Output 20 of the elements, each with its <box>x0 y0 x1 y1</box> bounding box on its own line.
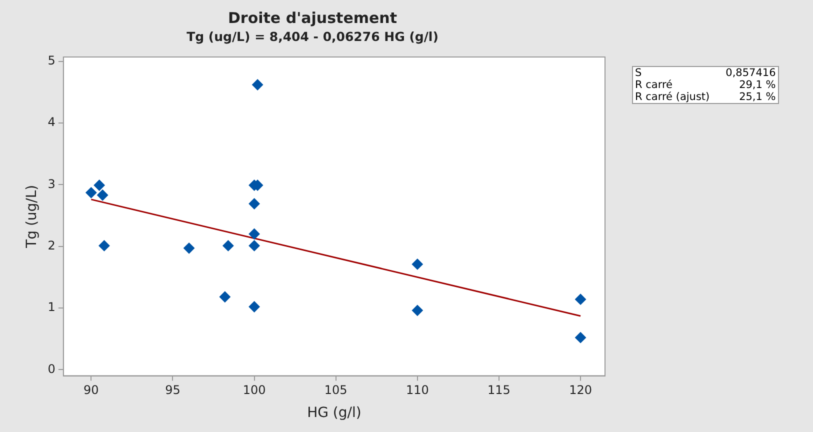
chart-subtitle: Tg (ug/L) = 8,404 - 0,06276 HG (g/l) <box>186 28 438 44</box>
chart-title: Droite d'ajustement <box>228 8 398 27</box>
x-tick-label: 105 <box>324 383 348 398</box>
x-tick-label: 95 <box>165 383 180 398</box>
y-tick-label: 5 <box>48 53 56 68</box>
x-axis-title: HG (g/l) <box>307 405 362 422</box>
text: R carré (ajust) 25,1 % <box>635 91 776 103</box>
y-axis-title: Tg (ug/L) <box>24 184 40 249</box>
x-tick-label: 90 <box>84 383 99 398</box>
text: R carré 29,1 % <box>635 79 776 91</box>
x-tick-label: 100 <box>242 383 266 398</box>
y-tick-label: 0 <box>48 362 56 376</box>
x-tick-label: 120 <box>569 383 592 398</box>
x-tick-label: 110 <box>406 383 429 398</box>
y-tick-label: 2 <box>48 238 56 252</box>
text: S 0,857416 <box>635 67 776 79</box>
y-tick-label: 4 <box>48 115 56 130</box>
y-tick-label: 1 <box>48 300 56 314</box>
y-tick-label: 3 <box>48 176 56 191</box>
x-tick-label: 115 <box>488 383 510 398</box>
